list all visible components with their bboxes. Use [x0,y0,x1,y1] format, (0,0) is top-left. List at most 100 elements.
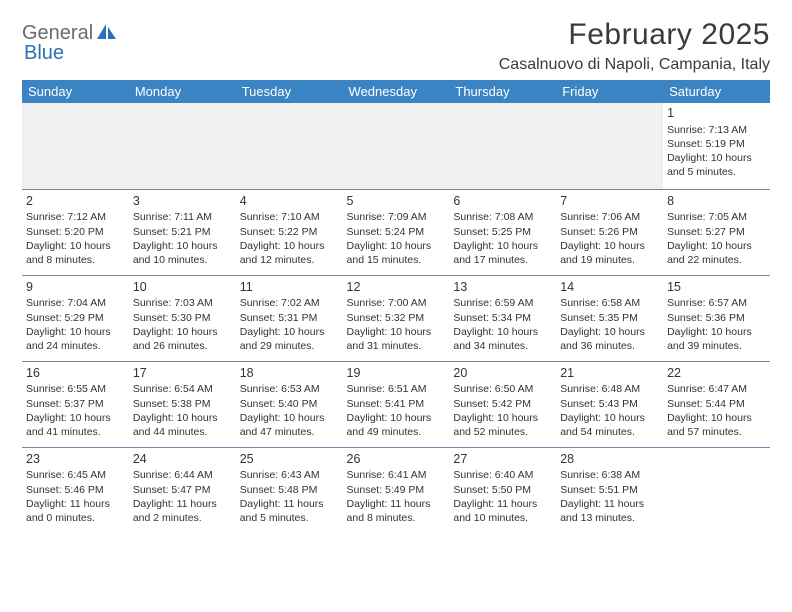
calendar-header-row: SundayMondayTuesdayWednesdayThursdayFrid… [22,80,770,103]
day-number: 26 [347,451,446,468]
day-number: 15 [667,279,766,296]
day-number: 4 [240,193,339,210]
sunrise-line: Sunrise: 7:00 AM [347,296,446,310]
empty-cell [343,103,450,189]
daylight-line: Daylight: 10 hours and 10 minutes. [133,239,232,267]
brand-logo: General [22,18,120,45]
day-cell: 17Sunrise: 6:54 AMSunset: 5:38 PMDayligh… [129,361,236,447]
calendar-table: SundayMondayTuesdayWednesdayThursdayFrid… [22,80,770,533]
daylight-line: Daylight: 10 hours and 41 minutes. [26,411,125,439]
sunset-line: Sunset: 5:27 PM [667,225,766,239]
calendar-row: 16Sunrise: 6:55 AMSunset: 5:37 PMDayligh… [22,361,770,447]
day-number: 17 [133,365,232,382]
sunset-line: Sunset: 5:22 PM [240,225,339,239]
day-cell: 28Sunrise: 6:38 AMSunset: 5:51 PMDayligh… [556,447,663,533]
sunset-line: Sunset: 5:37 PM [26,397,125,411]
sunrise-line: Sunrise: 6:41 AM [347,468,446,482]
sunset-line: Sunset: 5:40 PM [240,397,339,411]
day-number: 27 [453,451,552,468]
empty-cell [556,103,663,189]
day-cell: 18Sunrise: 6:53 AMSunset: 5:40 PMDayligh… [236,361,343,447]
calendar-row: 9Sunrise: 7:04 AMSunset: 5:29 PMDaylight… [22,275,770,361]
day-number: 3 [133,193,232,210]
empty-cell [236,103,343,189]
day-cell: 5Sunrise: 7:09 AMSunset: 5:24 PMDaylight… [343,189,450,275]
day-cell: 25Sunrise: 6:43 AMSunset: 5:48 PMDayligh… [236,447,343,533]
daylight-line: Daylight: 10 hours and 8 minutes. [26,239,125,267]
day-number: 1 [667,105,766,122]
sunrise-line: Sunrise: 6:47 AM [667,382,766,396]
day-number: 5 [347,193,446,210]
day-number: 9 [26,279,125,296]
day-cell: 11Sunrise: 7:02 AMSunset: 5:31 PMDayligh… [236,275,343,361]
sunset-line: Sunset: 5:21 PM [133,225,232,239]
sunrise-line: Sunrise: 6:45 AM [26,468,125,482]
daylight-line: Daylight: 10 hours and 31 minutes. [347,325,446,353]
day-number: 14 [560,279,659,296]
daylight-line: Daylight: 10 hours and 34 minutes. [453,325,552,353]
day-cell: 6Sunrise: 7:08 AMSunset: 5:25 PMDaylight… [449,189,556,275]
logo-sail-icon [96,22,118,45]
day-number: 7 [560,193,659,210]
location-subtitle: Casalnuovo di Napoli, Campania, Italy [499,56,770,74]
daylight-line: Daylight: 10 hours and 15 minutes. [347,239,446,267]
sunrise-line: Sunrise: 7:05 AM [667,210,766,224]
day-number: 18 [240,365,339,382]
sunset-line: Sunset: 5:44 PM [667,397,766,411]
daylight-line: Daylight: 10 hours and 52 minutes. [453,411,552,439]
sunset-line: Sunset: 5:35 PM [560,311,659,325]
sunrise-line: Sunrise: 6:54 AM [133,382,232,396]
daylight-line: Daylight: 10 hours and 26 minutes. [133,325,232,353]
sunset-line: Sunset: 5:50 PM [453,483,552,497]
sunrise-line: Sunrise: 6:40 AM [453,468,552,482]
daylight-line: Daylight: 10 hours and 47 minutes. [240,411,339,439]
daylight-line: Daylight: 11 hours and 2 minutes. [133,497,232,525]
daylight-line: Daylight: 10 hours and 36 minutes. [560,325,659,353]
sunrise-line: Sunrise: 6:44 AM [133,468,232,482]
day-cell: 21Sunrise: 6:48 AMSunset: 5:43 PMDayligh… [556,361,663,447]
sunset-line: Sunset: 5:26 PM [560,225,659,239]
sunset-line: Sunset: 5:30 PM [133,311,232,325]
sunrise-line: Sunrise: 6:57 AM [667,296,766,310]
day-number: 16 [26,365,125,382]
sunrise-line: Sunrise: 7:12 AM [26,210,125,224]
day-cell: 20Sunrise: 6:50 AMSunset: 5:42 PMDayligh… [449,361,556,447]
day-cell: 8Sunrise: 7:05 AMSunset: 5:27 PMDaylight… [663,189,770,275]
day-number: 10 [133,279,232,296]
empty-cell [449,103,556,189]
sunset-line: Sunset: 5:43 PM [560,397,659,411]
sunrise-line: Sunrise: 7:13 AM [667,123,766,137]
daylight-line: Daylight: 10 hours and 17 minutes. [453,239,552,267]
day-number: 11 [240,279,339,296]
sunrise-line: Sunrise: 7:09 AM [347,210,446,224]
day-cell: 13Sunrise: 6:59 AMSunset: 5:34 PMDayligh… [449,275,556,361]
sunset-line: Sunset: 5:46 PM [26,483,125,497]
calendar-row: 1Sunrise: 7:13 AMSunset: 5:19 PMDaylight… [22,103,770,189]
sunrise-line: Sunrise: 6:51 AM [347,382,446,396]
empty-cell [129,103,236,189]
day-number: 2 [26,193,125,210]
sunrise-line: Sunrise: 7:10 AM [240,210,339,224]
sunrise-line: Sunrise: 7:03 AM [133,296,232,310]
day-number: 25 [240,451,339,468]
sunset-line: Sunset: 5:34 PM [453,311,552,325]
logo-text-blue: Blue [24,42,64,64]
weekday-header: Monday [129,80,236,103]
weekday-header: Sunday [22,80,129,103]
daylight-line: Daylight: 10 hours and 19 minutes. [560,239,659,267]
daylight-line: Daylight: 10 hours and 49 minutes. [347,411,446,439]
weekday-header: Wednesday [343,80,450,103]
day-cell: 14Sunrise: 6:58 AMSunset: 5:35 PMDayligh… [556,275,663,361]
daylight-line: Daylight: 10 hours and 57 minutes. [667,411,766,439]
day-number: 24 [133,451,232,468]
daylight-line: Daylight: 11 hours and 8 minutes. [347,497,446,525]
sunset-line: Sunset: 5:25 PM [453,225,552,239]
day-cell: 4Sunrise: 7:10 AMSunset: 5:22 PMDaylight… [236,189,343,275]
sunset-line: Sunset: 5:49 PM [347,483,446,497]
sunrise-line: Sunrise: 7:06 AM [560,210,659,224]
calendar-row: 2Sunrise: 7:12 AMSunset: 5:20 PMDaylight… [22,189,770,275]
sunset-line: Sunset: 5:42 PM [453,397,552,411]
sunset-line: Sunset: 5:32 PM [347,311,446,325]
empty-cell [22,103,129,189]
day-number: 28 [560,451,659,468]
